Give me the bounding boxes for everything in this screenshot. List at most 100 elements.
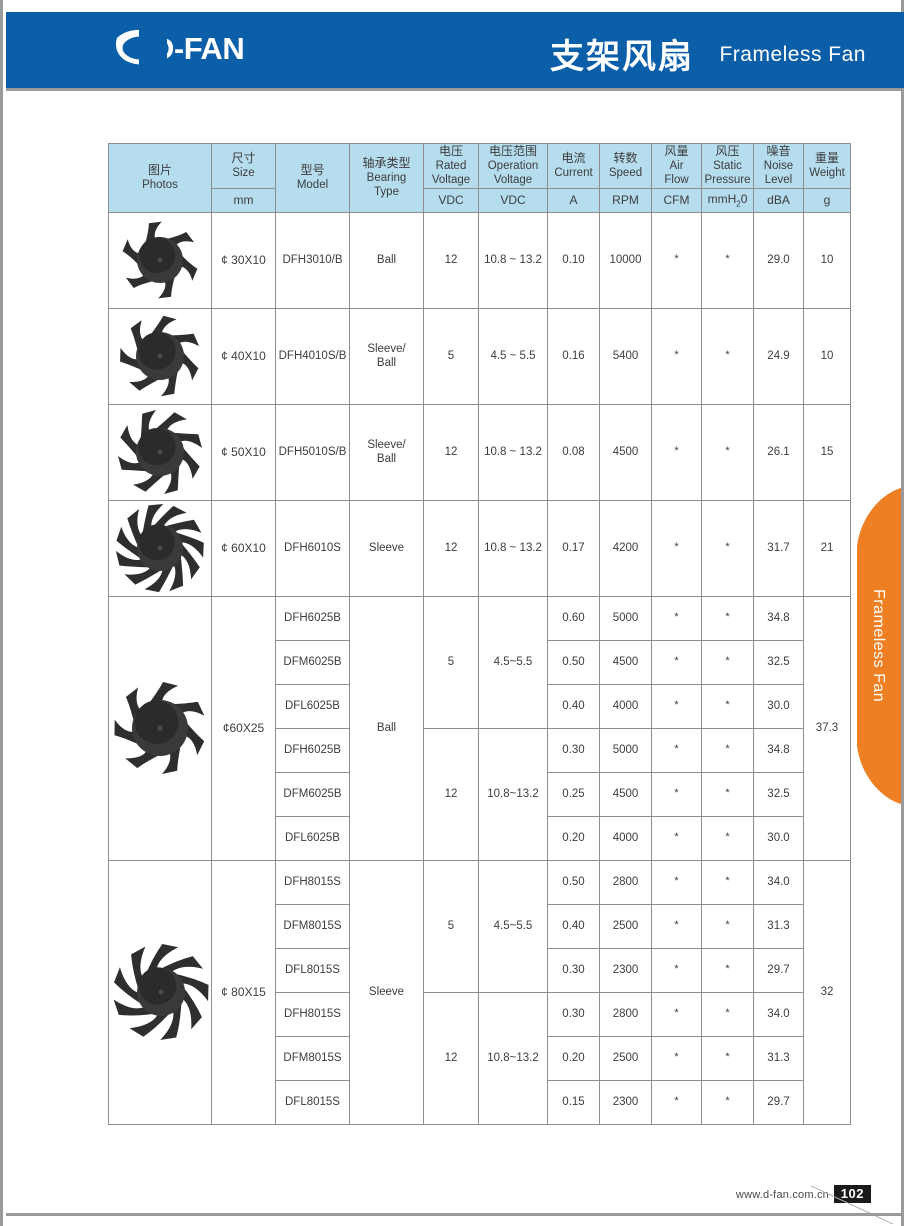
cell-noise: 29.0 — [753, 211, 804, 309]
cell-photo — [108, 403, 212, 501]
cell-static-pressure: * — [701, 815, 754, 861]
cell-noise: 34.0 — [753, 991, 804, 1037]
cell-noise: 30.0 — [753, 683, 804, 729]
spec-table-wrapper: 图片 Photos 尺寸 Size 型号 Model 轴承类型 Bearing T… — [108, 143, 851, 1125]
cell-static-pressure: * — [701, 639, 754, 685]
cell-model: DFM6025B — [275, 639, 350, 685]
cell-current: 0.16 — [547, 307, 600, 405]
cell-model: DFH8015S — [275, 991, 350, 1037]
cell-photo — [108, 499, 212, 597]
cell-model: DFH5010S/B — [275, 403, 350, 501]
unit-speed: RPM — [599, 187, 652, 213]
col-header-model: 型号 Model — [275, 143, 350, 213]
cell-current: 0.20 — [547, 815, 600, 861]
fan-photo-40x10 — [120, 316, 200, 397]
cell-current: 0.40 — [547, 903, 600, 949]
footer-website-url[interactable]: www.d-fan.com.cn — [735, 1189, 829, 1201]
cell-current: 0.50 — [547, 639, 600, 685]
cell-static-pressure: * — [701, 683, 754, 729]
cell-airflow: * — [651, 1035, 702, 1081]
table-row: DFM6025B 0.50 4500 * * 32.5 — [109, 639, 851, 685]
cell-airflow: * — [651, 991, 702, 1037]
cell-size: ¢ 40X10 — [211, 307, 276, 405]
cell-static-pressure: * — [701, 595, 754, 641]
cell-weight: 32 — [803, 859, 851, 1125]
cell-model: DFH6025B — [275, 595, 350, 641]
header-title-chinese: 支架风扇 — [550, 37, 694, 77]
fan-photo-80x15 — [113, 944, 209, 1041]
cell-rated-voltage: 5 — [423, 859, 479, 993]
cell-static-pressure: * — [701, 403, 754, 501]
cell-current: 0.60 — [547, 595, 600, 641]
cell-operation-voltage: 10.8 ~ 13.2 — [478, 211, 548, 309]
unit-weight: g — [803, 187, 851, 213]
cell-current: 0.40 — [547, 683, 600, 729]
cell-airflow: * — [651, 727, 702, 773]
cell-noise: 30.0 — [753, 815, 804, 861]
cell-static-pressure: * — [701, 771, 754, 817]
side-tab-label: Frameless Fan — [870, 589, 887, 703]
table-row: ¢ 60X10 DFH6010S Sleeve 12 10.8 ~ 13.2 0.17 42… — [108, 499, 851, 597]
table-row: ¢ 80X15 DFH8015S Sleeve 5 4.5~5.5 0.50 2800 * * 3… — [108, 859, 851, 1125]
table-row: DFL8015S 0.30 2300 * * 29.7 — [109, 947, 851, 993]
cell-operation-voltage: 4.5~5.5 — [478, 859, 548, 993]
col-header-operation-voltage: 电压范围 Operation Voltage — [478, 143, 548, 189]
cell-static-pressure: * — [701, 1079, 754, 1125]
cell-speed: 4000 — [599, 683, 652, 729]
table-header-row: 图片 Photos 尺寸 Size 型号 Model 轴承类型 Bearing T… — [108, 143, 851, 213]
cell-bearing: Sleeve — [349, 499, 424, 597]
cell-airflow: * — [651, 903, 702, 949]
cell-noise: 29.7 — [753, 947, 804, 993]
table-row: ¢ 30X10 DFH3010/B Ball 12 10.8 ~ 13.2 0.10 100… — [108, 211, 851, 309]
cell-airflow: * — [651, 1079, 702, 1125]
cell-operation-voltage: 4.5 ~ 5.5 — [478, 307, 548, 405]
cell-size: ¢ 50X10 — [211, 403, 276, 501]
cell-noise: 34.8 — [753, 595, 804, 641]
table-row: DFL8015S 0.15 2300 * * 29.7 — [109, 1079, 851, 1125]
cell-speed: 4500 — [599, 403, 652, 501]
cell-current: 0.20 — [547, 1035, 600, 1081]
col-header-weight: 重量 Weight — [803, 143, 851, 189]
brand-name: D-FAN — [152, 30, 245, 66]
fan-spec-table: 图片 Photos 尺寸 Size 型号 Model 轴承类型 Bearing T… — [108, 143, 851, 1125]
cell-speed: 4500 — [599, 771, 652, 817]
fan-photo-30x10 — [122, 221, 198, 299]
cell-static-pressure: * — [701, 991, 754, 1037]
col-header-airflow: 风量 Air Flow — [651, 143, 702, 189]
cell-photo — [108, 595, 212, 861]
cell-operation-voltage: 10.8 ~ 13.2 — [478, 403, 548, 501]
cell-noise: 31.3 — [753, 1035, 804, 1081]
cell-size: ¢ 80X15 — [211, 859, 276, 1125]
cell-noise: 32.5 — [753, 639, 804, 685]
col-header-bearing: 轴承类型 Bearing Type — [349, 143, 424, 213]
cell-model: DFH3010/B — [275, 211, 350, 309]
header-divider — [6, 88, 904, 91]
cell-rated-voltage: 12 — [423, 727, 479, 861]
cell-model: DFH6025B — [275, 727, 350, 773]
cell-noise: 31.7 — [753, 499, 804, 597]
page-header: D-FAN 支架风扇 Frameless Fan — [6, 12, 904, 88]
table-row: ¢ 40X10 DFH4010S/B Sleeve/Ball 5 4.5 ~ 5.5 0.… — [108, 307, 851, 405]
cell-current: 0.30 — [547, 991, 600, 1037]
cell-speed: 5400 — [599, 307, 652, 405]
cell-bearing: Sleeve/Ball — [349, 307, 424, 405]
cell-current: 0.08 — [547, 403, 600, 501]
cell-noise: 24.9 — [753, 307, 804, 405]
fan-photo-60x25 — [114, 682, 205, 775]
cell-size: ¢60X25 — [211, 595, 276, 861]
cell-airflow: * — [651, 947, 702, 993]
cell-photo — [108, 859, 212, 1125]
cell-bearing: Ball — [349, 211, 424, 309]
cell-airflow: * — [651, 403, 702, 501]
cell-static-pressure: * — [701, 859, 754, 905]
cell-airflow: * — [651, 307, 702, 405]
cell-model: DFH6010S — [275, 499, 350, 597]
unit-static-pressure: mmH20 — [701, 187, 754, 213]
cell-speed: 2800 — [599, 991, 652, 1037]
cell-speed: 4500 — [599, 639, 652, 685]
table-row: DFM8015S 0.40 2500 * * 31.3 — [109, 903, 851, 949]
cell-noise: 34.8 — [753, 727, 804, 773]
unit-noise: dBA — [753, 187, 804, 213]
unit-current: A — [547, 187, 600, 213]
